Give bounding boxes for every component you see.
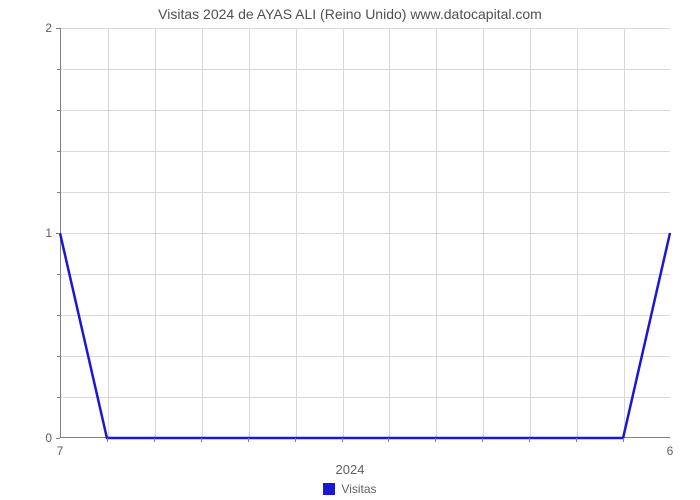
- y-minor-tick: [57, 192, 60, 193]
- x-tick: [623, 438, 624, 442]
- x-tick-label-left: 7: [57, 444, 64, 458]
- x-tick: [576, 438, 577, 442]
- x-tick: [295, 438, 296, 442]
- x-tick: [154, 438, 155, 442]
- y-tick-label: 2: [12, 21, 52, 35]
- y-tick: [56, 438, 60, 439]
- y-tick-label: 1: [12, 226, 52, 240]
- y-minor-tick: [57, 151, 60, 152]
- x-tick: [388, 438, 389, 442]
- y-minor-tick: [57, 274, 60, 275]
- x-tick: [107, 438, 108, 442]
- x-tick: [201, 438, 202, 442]
- x-tick: [529, 438, 530, 442]
- data-line: [60, 233, 670, 438]
- legend: Visitas: [0, 481, 700, 496]
- chart-container: Visitas 2024 de AYAS ALI (Reino Unido) w…: [0, 0, 700, 500]
- y-tick: [56, 28, 60, 29]
- legend-swatch: [323, 483, 335, 495]
- y-minor-tick: [57, 69, 60, 70]
- legend-label: Visitas: [341, 482, 376, 496]
- y-minor-tick: [57, 356, 60, 357]
- y-tick: [56, 233, 60, 234]
- x-axis-label: 2024: [0, 462, 700, 477]
- x-tick: [435, 438, 436, 442]
- chart-title: Visitas 2024 de AYAS ALI (Reino Unido) w…: [0, 6, 700, 22]
- y-minor-tick: [57, 315, 60, 316]
- y-tick-label: 0: [12, 431, 52, 445]
- y-minor-tick: [57, 110, 60, 111]
- data-line-layer: [60, 28, 670, 438]
- x-tick-label-right: 6: [667, 444, 674, 458]
- x-tick: [482, 438, 483, 442]
- x-tick: [342, 438, 343, 442]
- x-tick: [248, 438, 249, 442]
- y-minor-tick: [57, 397, 60, 398]
